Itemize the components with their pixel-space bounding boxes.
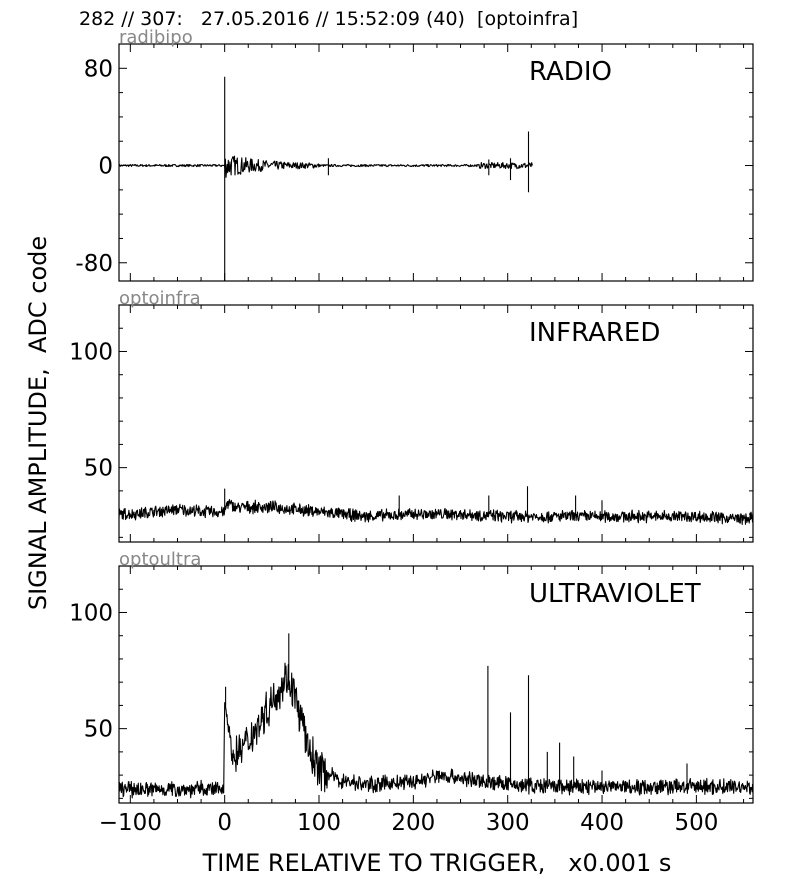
x-tick-label: 300	[486, 810, 530, 836]
x-axis-label: TIME RELATIVE TO TRIGGER, x0.001 s	[202, 849, 672, 877]
panel-title: ULTRAVIOLET	[529, 579, 701, 609]
x-tick-label: −100	[99, 810, 162, 836]
y-tick-label: -80	[75, 251, 113, 277]
figure-title: 282 // 307: 27.05.2016 // 15:52:09 (40) …	[79, 8, 579, 30]
x-tick-label: 200	[391, 810, 435, 836]
y-axis-label: SIGNAL AMPLITUDE, ADC code	[24, 235, 52, 611]
plot-frame	[118, 43, 754, 282]
x-tick-label: 400	[580, 810, 624, 836]
x-tick-label: 0	[217, 810, 232, 836]
trace-optoultra	[119, 633, 753, 799]
panel-title: INFRARED	[529, 318, 660, 348]
panel-title: RADIO	[529, 57, 612, 87]
panel-radibipo: -80 0 80 radibipo RADIO	[75, 27, 754, 282]
x-tick-label: 500	[674, 810, 718, 836]
channel-label: radibipo	[119, 27, 193, 48]
channel-label: optoinfra	[119, 288, 201, 309]
y-tick-label: 100	[69, 600, 113, 626]
y-tick-label: 100	[69, 339, 113, 365]
x-tick-label: 100	[297, 810, 341, 836]
trace-radibipo	[119, 76, 534, 281]
channel-label: optoultra	[119, 549, 201, 570]
y-tick-label: 50	[84, 456, 113, 482]
panel-optoultra: −100 0 100 200 300 400 500 50 100 optoultra ULTRAV…	[69, 549, 754, 836]
y-tick-label: 80	[84, 56, 113, 82]
y-tick-label: 0	[98, 154, 113, 180]
plot-frame	[118, 304, 754, 543]
y-tick-label: 50	[84, 717, 113, 743]
plot-frame	[118, 565, 754, 804]
panel-optoinfra: 50 100 optoinfra INFRARED	[69, 288, 754, 543]
trace-optoinfra	[119, 486, 753, 526]
